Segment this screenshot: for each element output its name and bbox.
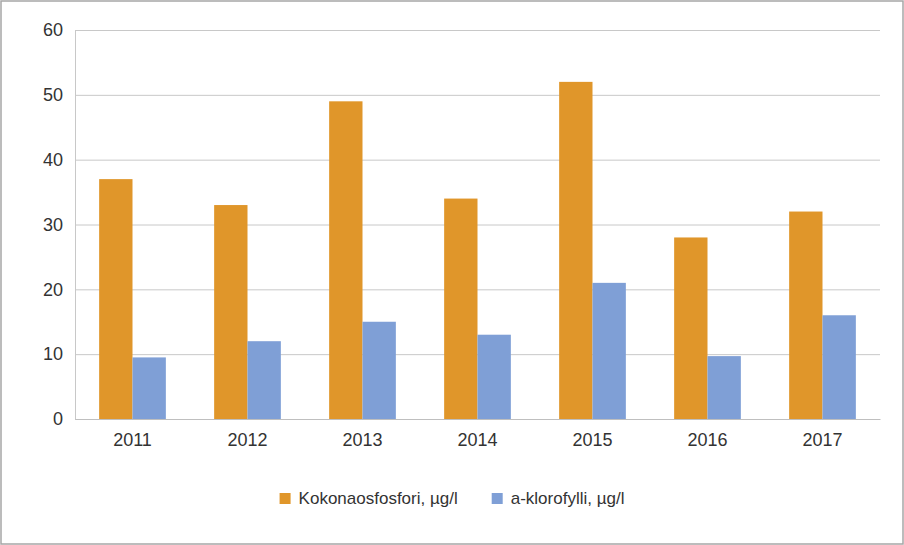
x-axis-line [76, 419, 881, 420]
chart-border [1, 1, 903, 544]
bar [823, 315, 856, 419]
bar [708, 356, 741, 419]
bar [329, 101, 362, 419]
legend-label: Kokonaosfosfori, µg/l [299, 489, 458, 508]
y-tick-label: 30 [43, 215, 63, 235]
x-axis: 2011 2012 2013 2014 2015 2016 2017 [76, 420, 881, 450]
x-tick-label: 2016 [687, 430, 727, 450]
series-bars [99, 82, 822, 419]
bar [214, 205, 247, 419]
x-tick: 2013 [342, 430, 382, 450]
y-tick-label: 60 [43, 20, 63, 40]
bar [99, 179, 132, 419]
legend-swatch [280, 493, 291, 504]
legend: Kokonaosfosfori, µg/l a-klorofylli, µg/l [280, 489, 625, 508]
bar [363, 322, 396, 419]
y-tick-label: 50 [43, 85, 63, 105]
legend-item: Kokonaosfosfori, µg/l [280, 489, 458, 508]
y-tick-label: 0 [53, 409, 63, 429]
x-tick-label: 2014 [457, 430, 497, 450]
bar [444, 199, 477, 419]
bar [674, 237, 707, 419]
legend-item: a-klorofylli, µg/l [492, 489, 625, 508]
x-tick: 2012 [227, 430, 267, 450]
x-tick: 2017 [802, 430, 842, 450]
y-tick-label: 40 [43, 150, 63, 170]
y-tick: 50 [43, 85, 880, 105]
x-tick-label: 2011 [113, 430, 152, 450]
grid-line [75, 95, 880, 96]
legend-swatch [492, 493, 503, 504]
y-tick-label: 10 [43, 344, 63, 364]
y-axis: 0 10 20 30 40 50 60 [43, 20, 880, 429]
bars [99, 82, 856, 419]
y-tick-label: 20 [43, 280, 63, 300]
grid-line [75, 419, 880, 420]
x-tick: 2016 [687, 430, 727, 450]
x-tick-label: 2012 [227, 430, 267, 450]
legend-label: a-klorofylli, µg/l [511, 489, 625, 508]
x-tick: 2015 [572, 430, 612, 450]
x-tick-label: 2017 [802, 430, 842, 450]
series-bars [133, 283, 856, 419]
bar [593, 283, 626, 419]
x-tick-label: 2013 [342, 430, 382, 450]
x-tick: 2014 [457, 430, 497, 450]
bar [133, 357, 166, 419]
bar [478, 335, 511, 419]
bar [559, 82, 592, 419]
chart: 0102030405060201120122013201420152016201… [0, 0, 904, 545]
plot: 0102030405060201120122013201420152016201… [43, 20, 881, 450]
y-tick: 60 [43, 20, 880, 40]
bar [789, 212, 822, 419]
grid-line [75, 30, 880, 31]
x-tick-label: 2015 [572, 430, 612, 450]
grid-line [75, 160, 880, 161]
y-tick: 40 [43, 150, 880, 170]
x-tick: 2011 [113, 430, 152, 450]
bar [248, 341, 281, 419]
